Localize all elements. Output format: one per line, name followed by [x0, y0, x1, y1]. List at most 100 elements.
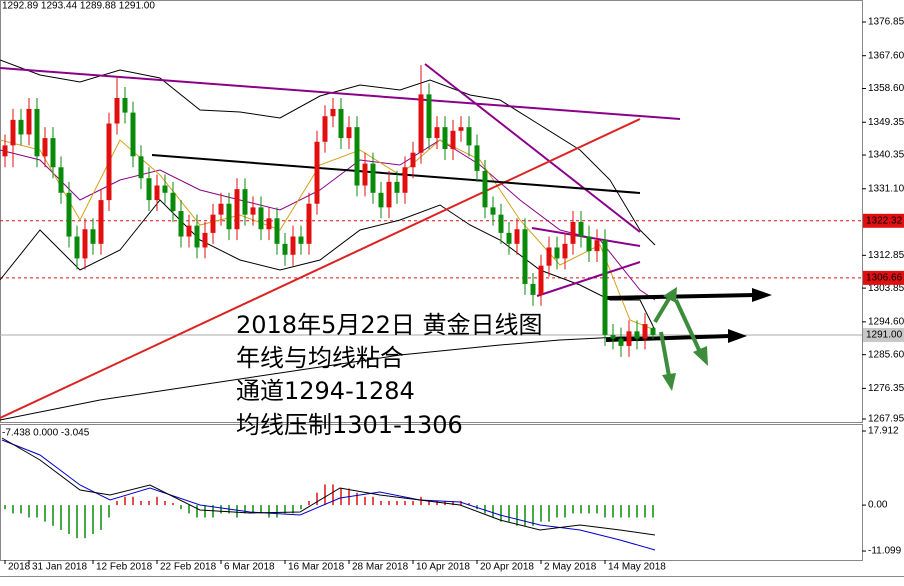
candle-body: [178, 211, 184, 237]
candle-body: [290, 236, 296, 255]
x-tick-label: 20 Apr 2018: [480, 562, 534, 573]
candle-body: [226, 203, 232, 230]
candle-body: [242, 189, 248, 215]
candle-body: [186, 225, 192, 237]
trendline: [531, 227, 641, 247]
candle-body: [370, 163, 376, 193]
price-box-label: 1291.00: [866, 330, 903, 341]
annotation: 通道1294-1284: [236, 377, 415, 405]
candle-body: [546, 247, 552, 266]
y-tick-label: 1340.35: [868, 150, 904, 161]
price-box: [863, 327, 904, 342]
y-tick-label: -11.099: [868, 546, 902, 557]
annotation: 均线压制1301-1306: [236, 411, 463, 439]
candle-body: [50, 138, 56, 168]
candle-body: [282, 243, 288, 255]
candle-body: [650, 328, 656, 335]
candle-body: [586, 236, 592, 252]
arrow: [674, 299, 702, 353]
candle-body: [482, 170, 488, 208]
candle-body: [634, 331, 640, 339]
candle-body: [154, 185, 160, 201]
candle-body: [18, 119, 24, 135]
candle-body: [450, 130, 456, 150]
candle-body: [530, 283, 536, 295]
x-tick-label: 31 Jan 2018: [32, 562, 87, 573]
price-box-label: 1322.32: [866, 215, 903, 226]
candle-body: [90, 229, 96, 244]
candle-body: [338, 108, 344, 139]
arrow-head: [752, 288, 772, 302]
candle-body: [514, 229, 520, 244]
annotation: 年线与均线粘合: [236, 344, 404, 372]
candle-body: [266, 218, 272, 230]
candle-body: [82, 229, 88, 259]
trendline: [151, 154, 641, 194]
y-tick-label: 1303.85: [868, 283, 904, 294]
y-tick-label: 1276.35: [868, 383, 904, 394]
candle-body: [218, 203, 224, 215]
candle-body: [346, 127, 352, 139]
candle-body: [210, 214, 216, 233]
candle-body: [114, 97, 120, 124]
x-tick-label: 28 Mar 2018: [352, 562, 409, 573]
candle-body: [234, 189, 240, 230]
candle-body: [642, 324, 648, 339]
candle-body: [410, 152, 416, 168]
price-box: [863, 213, 904, 228]
candle-body: [538, 265, 544, 295]
candle-body: [74, 236, 80, 259]
candle-body: [442, 127, 448, 150]
candle-body: [298, 236, 304, 244]
x-tick-label: 2 May 2018: [544, 562, 597, 573]
candle-body: [138, 156, 144, 179]
candle-body: [562, 243, 568, 259]
candle-body: [610, 334, 616, 339]
indicator-panel: [0, 424, 863, 561]
candle-body: [594, 240, 600, 252]
ma-purple: [0, 139, 656, 301]
candle-body: [578, 221, 584, 237]
trendline: [0, 118, 641, 419]
trendlines: [0, 63, 772, 419]
lower-band: [0, 199, 656, 331]
long-ma: [0, 336, 655, 421]
y-tick-label: 1376.85: [868, 17, 904, 28]
arrow-head: [693, 346, 708, 366]
candle-body: [146, 178, 152, 201]
candle-body: [466, 127, 472, 146]
arrow: [605, 293, 756, 300]
candle-body: [130, 112, 136, 157]
candle-body: [306, 203, 312, 244]
x-tick-label: 10 Apr 2018: [416, 562, 470, 573]
candle-body: [258, 207, 264, 230]
candle-body: [58, 167, 64, 193]
ohlc-label: 1292.89 1293.44 1289.88 1291.00: [2, 1, 155, 12]
main-panel: [0, 0, 863, 423]
candle-body: [554, 247, 560, 259]
ma-yellow: [0, 139, 656, 331]
candle-body: [394, 181, 400, 193]
arrow: [659, 331, 671, 377]
x-tick-label: 2018: [8, 562, 31, 573]
y-tick-label: 1312.85: [868, 250, 904, 261]
candle-body: [194, 225, 200, 248]
candle-body: [570, 221, 576, 244]
arrow-head: [662, 373, 676, 391]
candle-body: [122, 97, 128, 113]
x-tick-label: 22 Feb 2018: [160, 562, 217, 573]
candle-body: [626, 331, 632, 346]
y-tick-label: 1267.95: [868, 414, 904, 425]
candle-body: [250, 207, 256, 215]
candle-body: [10, 119, 16, 146]
indicator-lines: [0, 59, 656, 551]
candle-body: [2, 145, 8, 157]
candle-body: [314, 141, 320, 204]
candle-body: [162, 185, 168, 193]
candle-body: [170, 192, 176, 212]
indicator-label: -7.438 0.000 -3.045: [2, 428, 90, 439]
y-tick-label: 1294.60: [868, 316, 904, 327]
x-tick-label: 12 Feb 2018: [96, 562, 153, 573]
candle-body: [602, 240, 608, 335]
